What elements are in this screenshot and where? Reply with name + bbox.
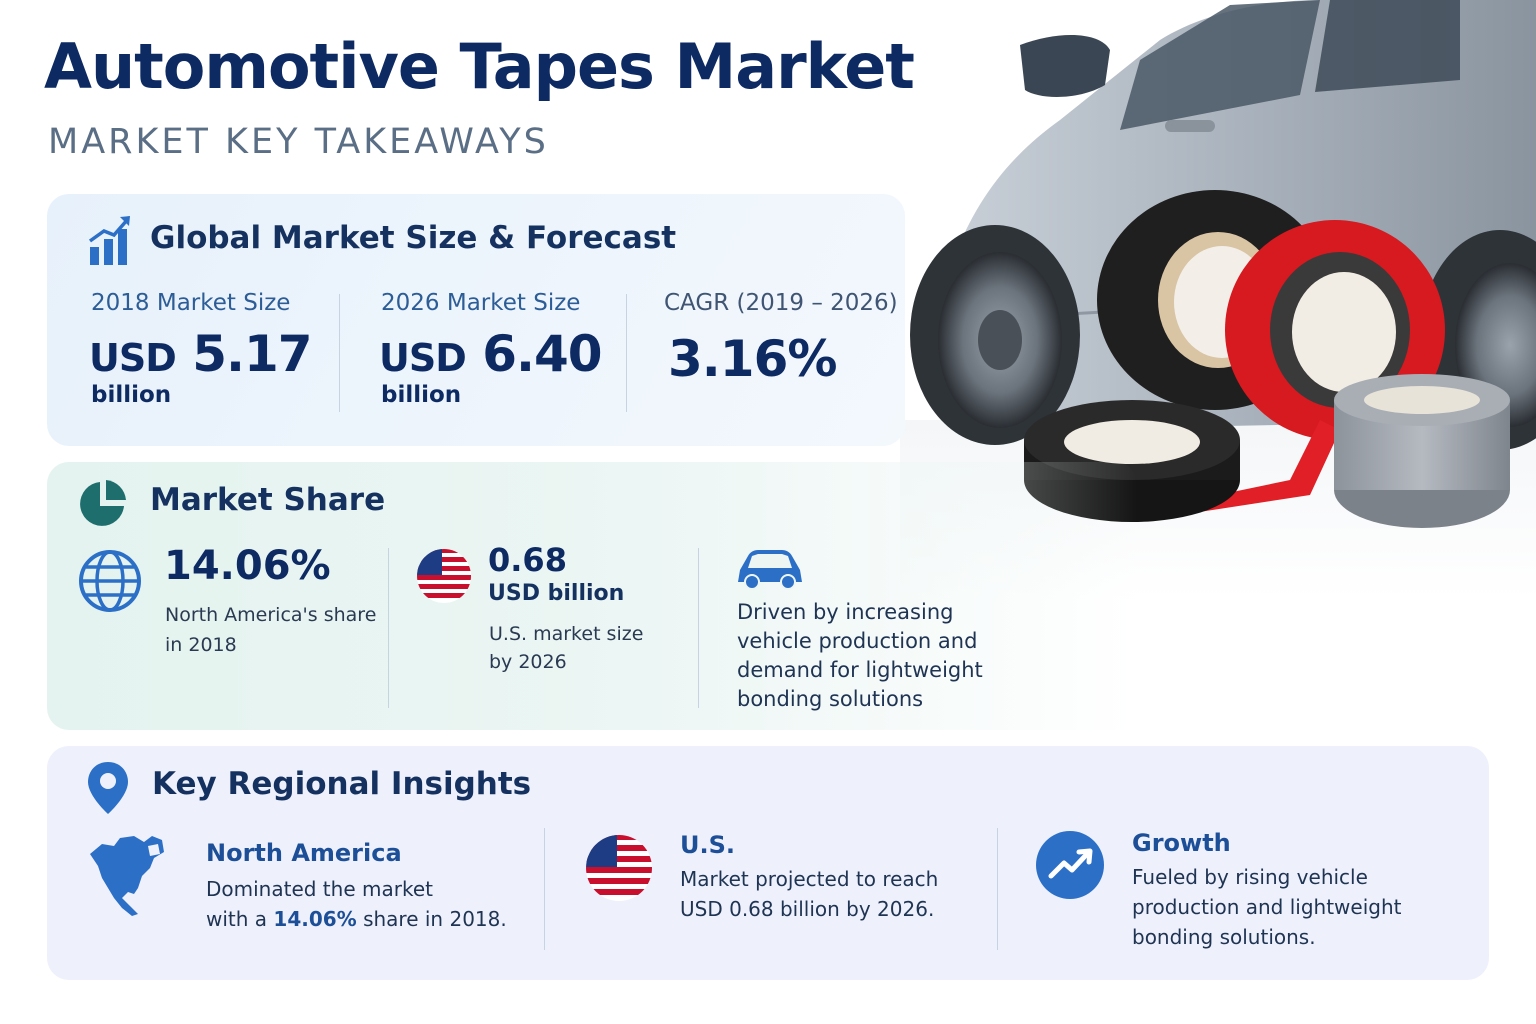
regional-insights-card [47, 746, 1489, 980]
bar-chart-growth-icon [88, 216, 130, 265]
stat-unit-2018: billion [91, 382, 172, 408]
us-market-value: 0.68 [488, 541, 567, 579]
divider [698, 548, 699, 708]
region-north-america-desc: Dominated the market with a 14.06% share… [206, 877, 507, 931]
divider [626, 294, 627, 412]
us-flag-icon [586, 835, 652, 901]
na-share-value: 14.06% [164, 543, 331, 589]
trend-up-icon [1036, 831, 1104, 899]
divider [544, 828, 545, 950]
north-america-map-icon [90, 836, 164, 916]
stat-label-2026: 2026 Market Size [381, 290, 581, 316]
stat-value-2018: USD 5.17 [89, 325, 313, 383]
stat-unit-2026: billion [381, 382, 462, 408]
global-card-title: Global Market Size & Forecast [150, 220, 677, 256]
region-growth-heading: Growth [1132, 829, 1231, 857]
divider [997, 828, 998, 950]
na-share-desc: North America's share in 2018 [165, 604, 377, 656]
us-market-unit: USD billion [488, 581, 625, 606]
page-subtitle: MARKET KEY TAKEAWAYS [48, 122, 549, 162]
market-driver-text: Driven by increasing vehicle production … [737, 600, 983, 711]
page-title: Automotive Tapes Market [44, 30, 915, 103]
pie-chart-icon [80, 480, 126, 526]
divider [339, 294, 340, 412]
divider [388, 548, 389, 708]
regional-card-title: Key Regional Insights [152, 766, 532, 802]
globe-icon [79, 550, 141, 612]
stat-label-2018: 2018 Market Size [91, 290, 291, 316]
region-growth-desc: Fueled by rising vehicle production and … [1132, 865, 1402, 949]
car-and-tape-illustration [900, 0, 1536, 600]
car-icon [738, 550, 802, 590]
stat-label-cagr: CAGR (2019 – 2026) [664, 290, 898, 316]
share-card-title: Market Share [150, 482, 386, 518]
us-market-desc: U.S. market size by 2026 [489, 623, 644, 673]
region-us-heading: U.S. [680, 831, 736, 859]
stat-value-2026: USD 6.40 [379, 325, 603, 383]
location-pin-icon [88, 762, 128, 814]
market-share-card [47, 462, 1137, 730]
region-north-america-heading: North America [206, 839, 402, 867]
global-market-card [47, 194, 905, 446]
stat-value-cagr: 3.16% [668, 330, 837, 388]
region-us-desc: Market projected to reach USD 0.68 billi… [680, 867, 939, 921]
us-flag-icon [417, 549, 471, 603]
